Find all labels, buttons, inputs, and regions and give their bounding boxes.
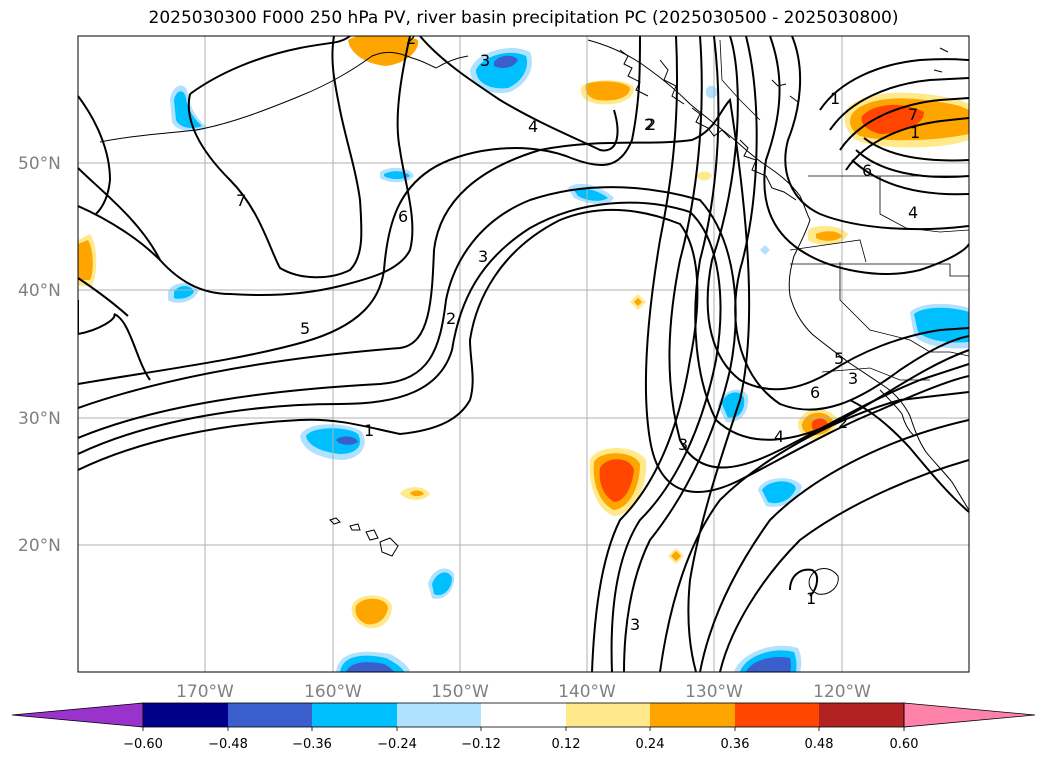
contour-label: 2 (644, 115, 654, 134)
colorbar-swatch (312, 703, 397, 727)
lon-label: 170°W (176, 682, 234, 702)
contour-labels: 1 2 3 4 5 6 7 1 2 3 4 5 6 7 2 3 1 2 3 4 … (236, 29, 920, 634)
lat-label: 50°N (18, 154, 61, 174)
contour-label: 2 (838, 413, 848, 432)
gridlines (78, 36, 969, 672)
contour-label: 2 (446, 309, 456, 328)
colorbar-tick-label: 0.60 (890, 737, 919, 752)
colorbar-swatch (228, 703, 312, 727)
contour-label: 4 (774, 427, 784, 446)
anomaly-negative (760, 245, 770, 255)
lat-label: 40°N (18, 281, 61, 301)
coastlines (99, 39, 969, 595)
colorbar-over-arrow (903, 702, 1036, 728)
lon-label: 120°W (813, 682, 871, 702)
anomaly-negative (574, 188, 608, 201)
colorbar-tick-label: 0.24 (636, 737, 665, 752)
anomaly-negative (346, 662, 394, 672)
anomaly-positive (585, 81, 630, 101)
contour-label: 5 (834, 349, 844, 368)
colorbar-swatch (735, 703, 819, 727)
contour-label: 6 (810, 383, 820, 402)
anomaly-negative (746, 656, 791, 672)
lat-label: 20°N (18, 536, 61, 556)
colorbar-frame (142, 702, 905, 728)
anomaly-negative (174, 286, 194, 299)
colorbar-swatch (143, 703, 228, 727)
colorbar-swatch (397, 703, 481, 727)
colorbar-swatch (481, 703, 566, 727)
colorbar-swatch (566, 703, 650, 727)
anomaly-positive (696, 171, 712, 181)
lon-labels: 170°W 160°W 150°W 140°W 130°W 120°W (176, 682, 871, 702)
contour-label: 3 (478, 247, 488, 266)
contour-label: 3 (678, 435, 688, 454)
lat-label: 30°N (18, 409, 61, 429)
colorbar-tick-label: 0.12 (552, 737, 581, 752)
aleutian-islands (99, 51, 437, 143)
anomaly-positive (599, 459, 634, 502)
contour-label: 2 (406, 29, 416, 48)
contour-label: 6 (862, 161, 872, 180)
colorbar-tick-label: −0.12 (461, 737, 501, 752)
map-title: 2025030300 F000 250 hPa PV, river basin … (148, 8, 899, 28)
map-area: 1 2 3 4 5 6 7 1 2 3 4 5 6 7 2 3 1 2 3 4 … (78, 29, 969, 672)
contour-label: 6 (398, 207, 408, 226)
anomaly-positive (634, 298, 642, 306)
contour-label: 5 (300, 319, 310, 338)
contour-label: 2 (646, 115, 656, 134)
lat-labels: 50°N 40°N 30°N 20°N (18, 154, 61, 556)
lon-label: 160°W (304, 682, 362, 702)
anomaly-negative (494, 55, 518, 68)
anomaly-negative (914, 307, 969, 343)
contour-label: 7 (236, 191, 246, 210)
colorbar-tick-label: 0.36 (721, 737, 750, 752)
colorbar-swatch (650, 703, 735, 727)
anomaly-negative (762, 481, 796, 504)
contour-label: 1 (806, 589, 816, 608)
colorbar-swatch (819, 703, 904, 727)
shaded-anomalies (78, 36, 969, 672)
contour-label: 1 (830, 89, 840, 108)
contour-label: 4 (908, 203, 918, 222)
colorbar-tick-label: 0.48 (805, 737, 834, 752)
anomaly-positive (671, 551, 681, 561)
contour-label: 3 (480, 51, 490, 70)
lon-label: 150°W (431, 682, 489, 702)
anomaly-positive (861, 104, 924, 134)
anomaly-positive (78, 240, 93, 280)
north-america-coast (587, 39, 969, 511)
anomaly-positive (348, 36, 419, 66)
anomaly-positive (355, 598, 388, 625)
anomaly-negative (336, 436, 358, 445)
anomaly-positive (410, 490, 424, 497)
colorbar-tick-label: −0.48 (208, 737, 248, 752)
colorbar-tick-label: −0.24 (377, 737, 417, 752)
colorbar: −0.60 −0.48 −0.36 −0.24 −0.12 0.12 0.24 … (11, 702, 1036, 752)
hawaiian-islands (329, 517, 399, 557)
contour-label: 3 (630, 615, 640, 634)
anomaly-negative (706, 85, 718, 99)
contour-label: 1 (364, 421, 374, 440)
colorbar-tick-label: −0.60 (123, 737, 163, 752)
contour-label: 7 (908, 105, 918, 124)
anomaly-positive (816, 231, 842, 241)
colorbar-tick-label: −0.36 (292, 737, 332, 752)
borders (719, 39, 969, 381)
map-frame (77, 35, 970, 673)
contour-label: 1 (910, 123, 920, 142)
colorbar-under-arrow (11, 702, 144, 728)
lon-label: 130°W (685, 682, 743, 702)
contour-label: 4 (528, 117, 538, 136)
pv-contours (78, 36, 969, 672)
anomaly-negative (432, 572, 452, 596)
lon-label: 140°W (558, 682, 616, 702)
contour-label: 3 (848, 369, 858, 388)
anomaly-negative (722, 392, 745, 419)
